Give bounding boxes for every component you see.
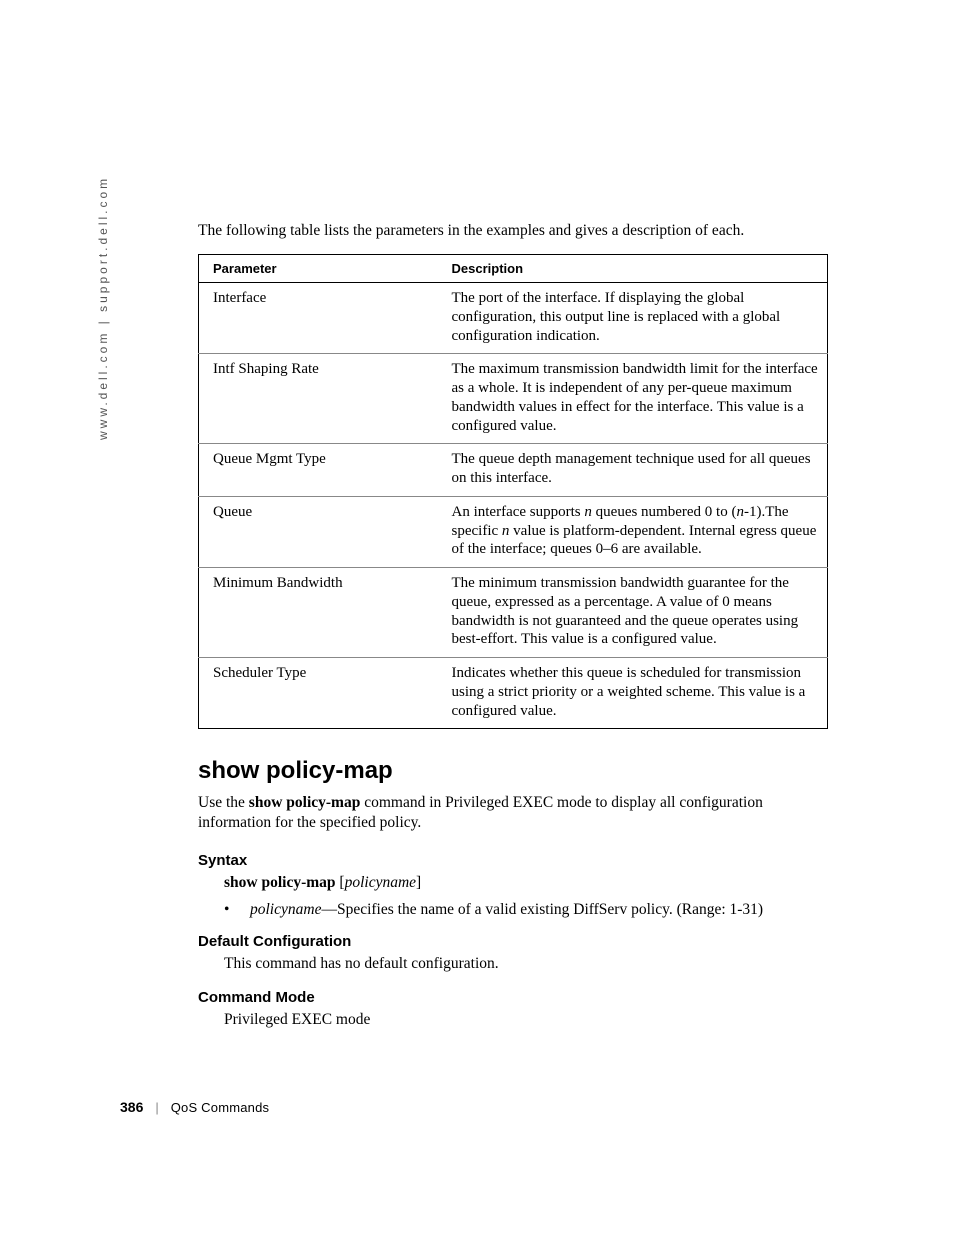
cell-param: Queue [199, 496, 438, 567]
footer-divider: | [155, 1100, 158, 1115]
table-row: Minimum BandwidthThe minimum transmissio… [199, 568, 828, 658]
col-header-parameter: Parameter [199, 255, 438, 283]
bullet-content: policyname—Specifies the name of a valid… [250, 901, 763, 919]
col-header-description: Description [438, 255, 828, 283]
bullet-dot: • [224, 901, 250, 919]
syntax-bracket-close: ] [416, 874, 421, 891]
page-footer: 386 | QoS Commands [120, 1099, 269, 1115]
page-number: 386 [120, 1099, 143, 1115]
cell-desc: Indicates whether this queue is schedule… [438, 658, 828, 729]
syntax-bullet: • policyname—Specifies the name of a val… [224, 901, 828, 919]
defcfg-text: This command has no default configuratio… [224, 954, 828, 975]
body-bold: show policy-map [249, 794, 361, 811]
cell-desc: An interface supports n queues numbered … [438, 496, 828, 567]
cell-desc: The maximum transmission bandwidth limit… [438, 354, 828, 444]
bullet-arg: policyname [250, 901, 321, 918]
cmdmode-heading: Command Mode [198, 989, 828, 1006]
table-row: Intf Shaping RateThe maximum transmissio… [199, 354, 828, 444]
cell-param: Scheduler Type [199, 658, 438, 729]
table-row: Scheduler TypeIndicates whether this que… [199, 658, 828, 729]
cell-param: Intf Shaping Rate [199, 354, 438, 444]
cell-param: Minimum Bandwidth [199, 568, 438, 658]
syntax-cmd: show policy-map [224, 874, 336, 891]
defcfg-heading: Default Configuration [198, 933, 828, 950]
cell-param: Queue Mgmt Type [199, 444, 438, 497]
syntax-heading: Syntax [198, 852, 828, 869]
bullet-text: —Specifies the name of a valid existing … [321, 901, 763, 918]
table-row: Queue Mgmt TypeThe queue depth managemen… [199, 444, 828, 497]
body-prefix: Use the [198, 794, 249, 811]
page-content: The following table lists the parameters… [198, 222, 828, 1031]
cell-desc: The queue depth management technique use… [438, 444, 828, 497]
cell-param: Interface [199, 283, 438, 354]
table-row: InterfaceThe port of the interface. If d… [199, 283, 828, 354]
intro-text: The following table lists the parameters… [198, 222, 828, 240]
syntax-arg: policyname [345, 874, 416, 891]
section-body: Use the show policy-map command in Privi… [198, 793, 828, 833]
section-title: show policy-map [198, 757, 828, 785]
cell-desc: The minimum transmission bandwidth guara… [438, 568, 828, 658]
cmdmode-text: Privileged EXEC mode [224, 1010, 828, 1031]
table-row: QueueAn interface supports n queues numb… [199, 496, 828, 567]
cell-desc: The port of the interface. If displaying… [438, 283, 828, 354]
syntax-line: show policy-map [policyname] [224, 873, 828, 894]
chapter-name: QoS Commands [171, 1100, 270, 1115]
table-body: InterfaceThe port of the interface. If d… [199, 283, 828, 729]
side-url: www.dell.com | support.dell.com [96, 176, 110, 440]
parameter-table: Parameter Description InterfaceThe port … [198, 254, 828, 729]
